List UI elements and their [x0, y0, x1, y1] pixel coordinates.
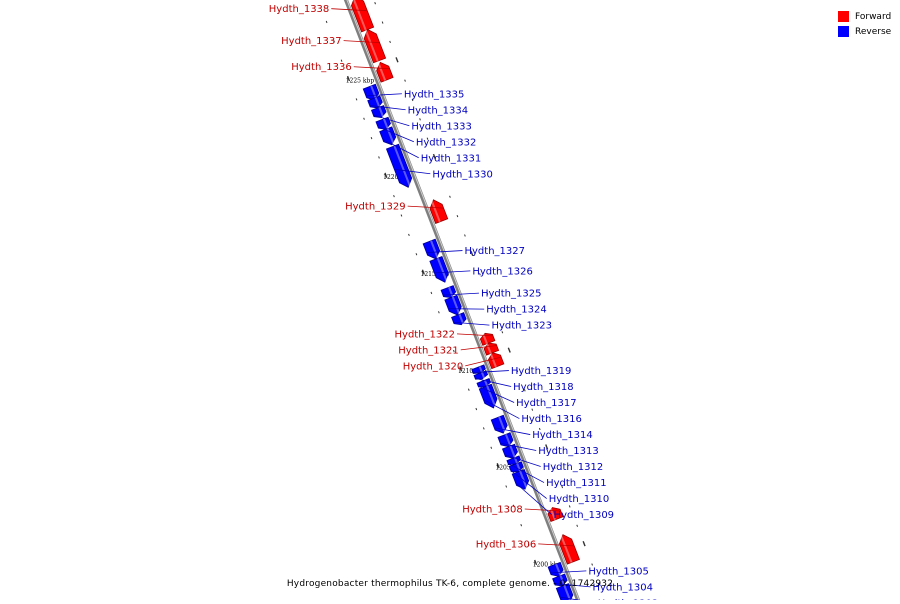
scale-tick: [450, 196, 451, 198]
gene-label[interactable]: Hydth_1327: [464, 246, 525, 257]
scale-tick: [394, 195, 395, 197]
scale-tick: [375, 2, 376, 4]
scale-tick: [396, 57, 398, 62]
scale-tick: [409, 234, 410, 236]
scale-tick: [506, 486, 507, 488]
gene-label[interactable]: Hydth_1314: [532, 430, 593, 441]
scale-tick: [390, 41, 391, 43]
gene-label[interactable]: Hydth_1317: [516, 398, 577, 409]
gene-label[interactable]: Hydth_1322: [395, 329, 456, 340]
gene-label[interactable]: Hydth_1324: [486, 305, 547, 316]
gene-label[interactable]: Hydth_1306: [476, 539, 537, 550]
gene-label[interactable]: Hydth_1334: [408, 105, 469, 116]
scale-tick: [468, 389, 469, 391]
scale-tick: [382, 22, 383, 24]
gene-label[interactable]: Hydth_1316: [521, 414, 582, 425]
scale-tick: [592, 564, 593, 566]
scale-tick: [364, 118, 365, 120]
gene-label[interactable]: Hydth_1311: [546, 478, 607, 489]
scale-tick: [521, 524, 522, 526]
gene-arrow[interactable]: [376, 117, 391, 129]
map-caption: Hydrogenobacter thermophilus TK-6, compl…: [0, 579, 900, 589]
scale-tick: [431, 292, 432, 294]
scale-tick: [356, 98, 357, 100]
gene-label[interactable]: Hydth_1325: [481, 289, 542, 300]
scale-tick: [438, 311, 439, 313]
gene-arrow[interactable]: [441, 286, 456, 298]
scale-tick: [401, 215, 402, 217]
scale-tick: [583, 541, 585, 546]
scale-tick: [577, 525, 578, 527]
gene-label[interactable]: Hydth_1326: [472, 266, 532, 277]
strand-legend: Forward Reverse: [838, 9, 891, 39]
gene-label[interactable]: Hydth_1310: [549, 494, 610, 505]
gene-label[interactable]: Hydth_1318: [513, 382, 574, 393]
scale-tick: [569, 505, 570, 507]
gene-label[interactable]: Hydth_1331: [421, 153, 482, 164]
gene-label[interactable]: Hydth_1335: [404, 89, 465, 100]
scale-tick: [326, 21, 327, 23]
gene-label[interactable]: Hydth_1338: [269, 4, 330, 15]
gene-label[interactable]: Hydth_1332: [416, 137, 477, 148]
scale-tick: [420, 118, 421, 120]
scale-tick: [371, 137, 372, 139]
scale-label: 1225 kbp: [346, 77, 375, 84]
gene-label[interactable]: Hydth_1309: [554, 510, 615, 521]
scale-tick: [416, 253, 417, 255]
gene-label[interactable]: Hydth_1337: [281, 36, 342, 47]
gene-label[interactable]: Hydth_1329: [345, 202, 406, 213]
reverse-swatch: [838, 26, 849, 37]
legend-item-reverse: Reverse: [838, 24, 891, 39]
legend-label-reverse: Reverse: [855, 27, 891, 37]
scale-tick: [457, 215, 458, 217]
scale-tick: [476, 408, 477, 410]
gene-label[interactable]: Hydth_1336: [291, 62, 352, 73]
scale-tick: [465, 234, 466, 236]
gene-label[interactable]: Hydth_1312: [543, 462, 604, 473]
legend-item-forward: Forward: [838, 9, 891, 24]
forward-swatch: [838, 11, 849, 22]
caption-text: Hydrogenobacter thermophilus TK-6, compl…: [287, 579, 613, 589]
scale-tick: [405, 80, 406, 82]
gene-label[interactable]: Hydth_1305: [588, 566, 649, 577]
gene-label[interactable]: Hydth_1321: [398, 345, 459, 356]
scale-tick: [491, 447, 492, 449]
scale-tick: [508, 348, 510, 353]
gene-label[interactable]: Hydth_1320: [403, 361, 464, 372]
scale-tick: [483, 427, 484, 429]
gene-label[interactable]: Hydth_1308: [462, 505, 523, 516]
gene-label[interactable]: Hydth_1313: [538, 446, 599, 457]
gene-label[interactable]: Hydth_1330: [432, 169, 493, 180]
legend-label-forward: Forward: [855, 12, 891, 22]
gene-label[interactable]: Hydth_1333: [411, 121, 472, 132]
gene-label[interactable]: Hydth_1323: [491, 321, 552, 332]
gene-label[interactable]: Hydth_1319: [511, 366, 572, 377]
scale-tick: [379, 156, 380, 158]
